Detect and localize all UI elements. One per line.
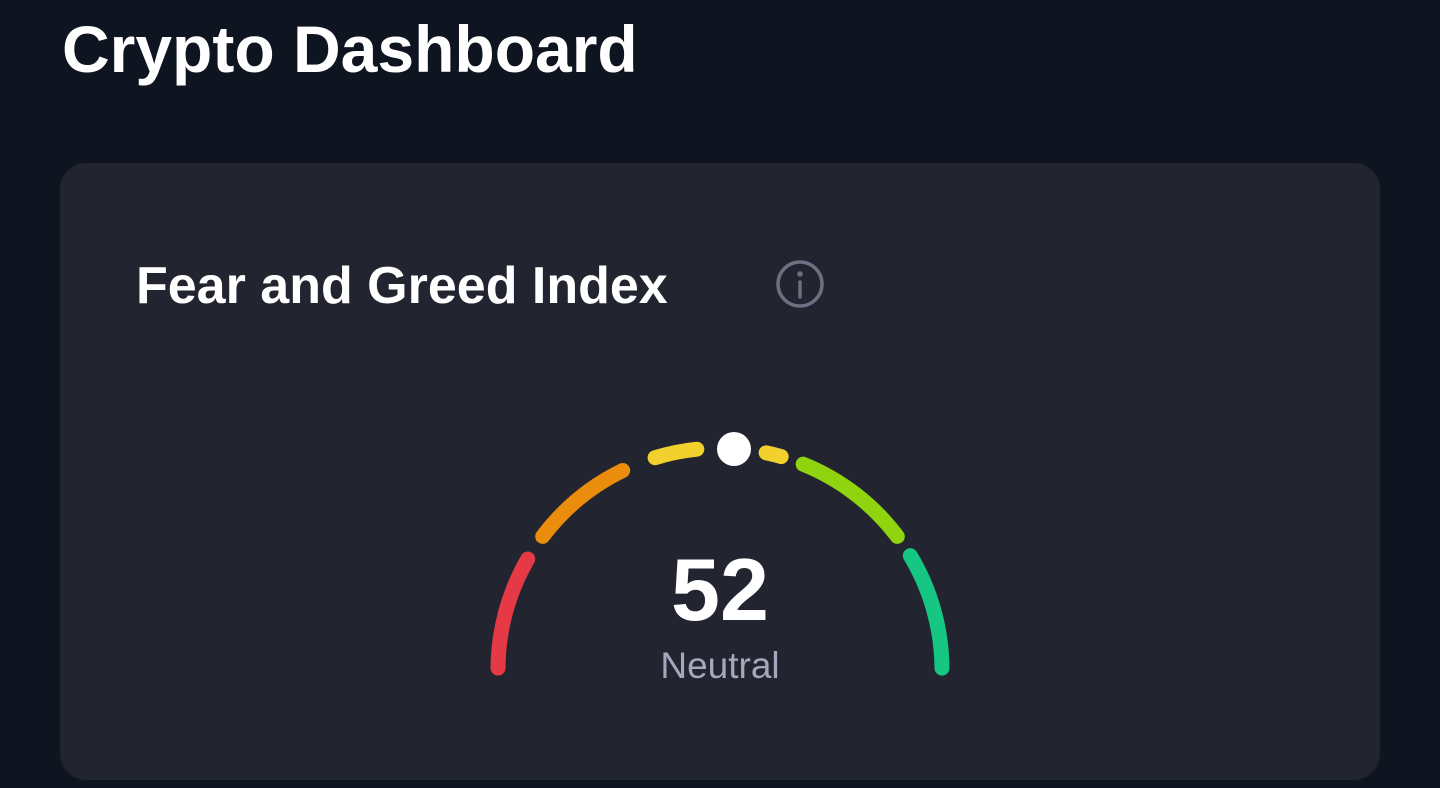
gauge-segment — [795, 456, 905, 544]
gauge — [490, 441, 950, 676]
gauge-indicator — [717, 432, 751, 466]
gauge-label: Neutral — [660, 645, 779, 686]
gauge-segment — [902, 548, 950, 676]
gauge-segment — [490, 551, 536, 676]
gauge-segment — [647, 441, 705, 466]
gauge-value: 52 — [671, 540, 769, 639]
gauge-segment — [758, 445, 789, 465]
info-circle[interactable] — [776, 260, 824, 308]
info-dot[interactable] — [797, 271, 803, 277]
page-title: Crypto Dashboard — [62, 12, 638, 86]
info-icon[interactable] — [776, 260, 824, 308]
gauge-segment — [535, 462, 631, 544]
card-title: Fear and Greed Index — [136, 257, 668, 315]
card — [60, 163, 1380, 780]
